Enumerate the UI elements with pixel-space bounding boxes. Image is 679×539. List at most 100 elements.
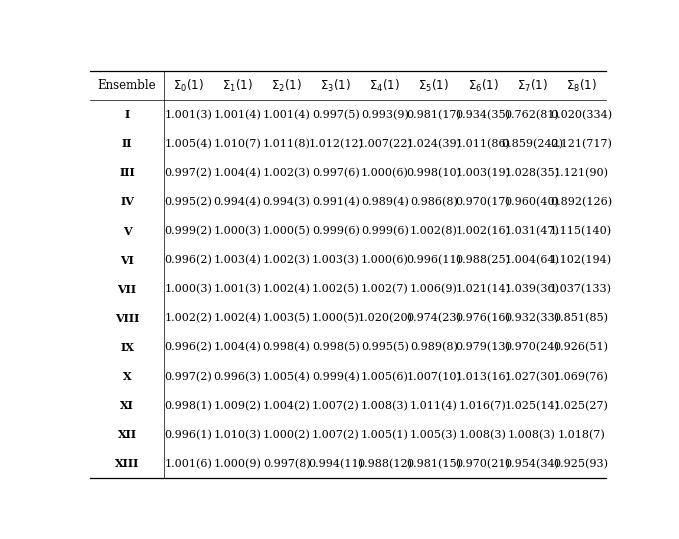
Text: 1.004(4): 1.004(4) bbox=[214, 342, 261, 353]
Text: 1.002(4): 1.002(4) bbox=[214, 313, 261, 323]
Text: 1.010(7): 1.010(7) bbox=[214, 139, 261, 149]
Text: 0.994(3): 0.994(3) bbox=[263, 197, 310, 207]
Text: 0.989(4): 0.989(4) bbox=[361, 197, 409, 207]
Text: 1.003(19): 1.003(19) bbox=[456, 168, 511, 178]
Text: 0.998(5): 0.998(5) bbox=[312, 342, 360, 353]
Text: 0.762(81): 0.762(81) bbox=[504, 109, 559, 120]
Text: 1.005(4): 1.005(4) bbox=[263, 371, 310, 382]
Text: 0.892(126): 0.892(126) bbox=[550, 197, 612, 207]
Text: 1.018(7): 1.018(7) bbox=[557, 430, 605, 440]
Text: 1.000(3): 1.000(3) bbox=[214, 226, 261, 236]
Text: 0.925(93): 0.925(93) bbox=[553, 459, 608, 469]
Text: 0.974(23): 0.974(23) bbox=[407, 313, 461, 323]
Text: XI: XI bbox=[120, 400, 134, 411]
Text: 1.007(2): 1.007(2) bbox=[312, 430, 360, 440]
Text: 1.002(2): 1.002(2) bbox=[164, 313, 213, 323]
Text: 1.004(4): 1.004(4) bbox=[214, 168, 261, 178]
Text: 1.028(35): 1.028(35) bbox=[504, 168, 559, 178]
Text: 1.000(5): 1.000(5) bbox=[263, 226, 310, 236]
Text: 1.011(4): 1.011(4) bbox=[410, 400, 458, 411]
Text: 0.970(21): 0.970(21) bbox=[456, 459, 511, 469]
Text: 1.002(5): 1.002(5) bbox=[312, 284, 360, 294]
Text: 0.981(17): 0.981(17) bbox=[407, 109, 461, 120]
Text: 1.008(3): 1.008(3) bbox=[361, 400, 409, 411]
Text: 0.996(2): 0.996(2) bbox=[164, 342, 213, 353]
Text: 0.996(1): 0.996(1) bbox=[164, 430, 213, 440]
Text: 0.121(717): 0.121(717) bbox=[550, 139, 612, 149]
Text: V: V bbox=[123, 226, 132, 237]
Text: 1.005(4): 1.005(4) bbox=[164, 139, 213, 149]
Text: VII: VII bbox=[117, 284, 136, 295]
Text: 0.859(242): 0.859(242) bbox=[501, 139, 563, 149]
Text: 1.011(8): 1.011(8) bbox=[263, 139, 310, 149]
Text: 0.976(16): 0.976(16) bbox=[456, 313, 511, 323]
Text: 1.003(5): 1.003(5) bbox=[263, 313, 310, 323]
Text: 0.970(17): 0.970(17) bbox=[456, 197, 511, 207]
Text: 0.926(51): 0.926(51) bbox=[553, 342, 608, 353]
Text: 1.004(2): 1.004(2) bbox=[263, 400, 310, 411]
Text: 1.002(16): 1.002(16) bbox=[456, 226, 511, 236]
Text: 1.001(4): 1.001(4) bbox=[263, 109, 310, 120]
Text: 1.039(36): 1.039(36) bbox=[504, 284, 559, 294]
Text: 1.001(3): 1.001(3) bbox=[164, 109, 213, 120]
Text: 1.008(3): 1.008(3) bbox=[508, 430, 556, 440]
Text: 0.934(35): 0.934(35) bbox=[456, 109, 511, 120]
Text: 1.021(14): 1.021(14) bbox=[456, 284, 511, 294]
Text: IV: IV bbox=[120, 197, 134, 208]
Text: 1.001(4): 1.001(4) bbox=[214, 109, 261, 120]
Text: 1.010(3): 1.010(3) bbox=[214, 430, 261, 440]
Text: 1.001(3): 1.001(3) bbox=[214, 284, 261, 294]
Text: 1.002(3): 1.002(3) bbox=[263, 255, 310, 265]
Text: 0.932(33): 0.932(33) bbox=[504, 313, 559, 323]
Text: 1.025(27): 1.025(27) bbox=[553, 400, 608, 411]
Text: VIII: VIII bbox=[115, 313, 139, 324]
Text: 1.115(140): 1.115(140) bbox=[550, 226, 612, 236]
Text: X: X bbox=[123, 371, 132, 382]
Text: 1.009(2): 1.009(2) bbox=[214, 400, 261, 411]
Text: VI: VI bbox=[120, 255, 134, 266]
Text: 0.954(34): 0.954(34) bbox=[504, 459, 559, 469]
Text: 1.005(6): 1.005(6) bbox=[361, 371, 409, 382]
Text: 0.997(5): 0.997(5) bbox=[312, 109, 360, 120]
Text: XII: XII bbox=[117, 430, 136, 440]
Text: 0.993(9): 0.993(9) bbox=[361, 109, 409, 120]
Text: 0.998(1): 0.998(1) bbox=[164, 400, 213, 411]
Text: 1.005(3): 1.005(3) bbox=[410, 430, 458, 440]
Text: 1.002(8): 1.002(8) bbox=[410, 226, 458, 236]
Text: 0.999(4): 0.999(4) bbox=[312, 371, 360, 382]
Text: 1.003(4): 1.003(4) bbox=[214, 255, 261, 265]
Text: 1.012(12): 1.012(12) bbox=[308, 139, 363, 149]
Text: 0.979(13): 0.979(13) bbox=[456, 342, 511, 353]
Text: II: II bbox=[122, 139, 132, 149]
Text: 0.986(8): 0.986(8) bbox=[410, 197, 458, 207]
Text: 0.995(2): 0.995(2) bbox=[164, 197, 213, 207]
Text: 0.851(85): 0.851(85) bbox=[553, 313, 608, 323]
Text: 0.999(6): 0.999(6) bbox=[361, 226, 409, 236]
Text: XIII: XIII bbox=[115, 459, 139, 469]
Text: 1.069(76): 1.069(76) bbox=[553, 371, 608, 382]
Text: 0.988(12): 0.988(12) bbox=[357, 459, 412, 469]
Text: 0.997(2): 0.997(2) bbox=[164, 168, 213, 178]
Text: $\Sigma_8(1)$: $\Sigma_8(1)$ bbox=[566, 78, 597, 94]
Text: 0.998(10): 0.998(10) bbox=[407, 168, 462, 178]
Text: 1.013(16): 1.013(16) bbox=[456, 371, 511, 382]
Text: 1.003(3): 1.003(3) bbox=[312, 255, 360, 265]
Text: 0.996(2): 0.996(2) bbox=[164, 255, 213, 265]
Text: 0.994(11): 0.994(11) bbox=[308, 459, 363, 469]
Text: 0.999(6): 0.999(6) bbox=[312, 226, 360, 236]
Text: 0.999(2): 0.999(2) bbox=[164, 226, 213, 236]
Text: 1.011(86): 1.011(86) bbox=[456, 139, 511, 149]
Text: 0.989(8): 0.989(8) bbox=[410, 342, 458, 353]
Text: 0.996(11): 0.996(11) bbox=[407, 255, 462, 265]
Text: 1.000(6): 1.000(6) bbox=[361, 255, 409, 265]
Text: $\Sigma_1(1)$: $\Sigma_1(1)$ bbox=[222, 78, 253, 94]
Text: 0.981(15): 0.981(15) bbox=[407, 459, 462, 469]
Text: 1.008(3): 1.008(3) bbox=[459, 430, 507, 440]
Text: 0.998(4): 0.998(4) bbox=[263, 342, 310, 353]
Text: 1.000(6): 1.000(6) bbox=[361, 168, 409, 178]
Text: $\Sigma_5(1)$: $\Sigma_5(1)$ bbox=[418, 78, 449, 94]
Text: 0.991(4): 0.991(4) bbox=[312, 197, 360, 207]
Text: 1.000(5): 1.000(5) bbox=[312, 313, 360, 323]
Text: Ensemble: Ensemble bbox=[98, 79, 156, 92]
Text: 1.002(3): 1.002(3) bbox=[263, 168, 310, 178]
